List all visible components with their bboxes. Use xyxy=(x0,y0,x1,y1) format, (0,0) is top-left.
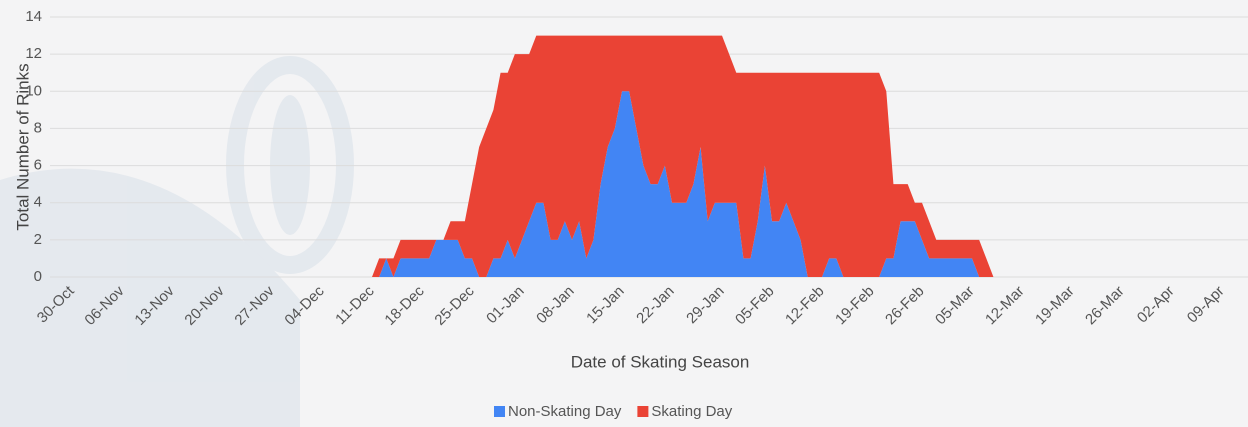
x-tick-label: 02-Apr xyxy=(1134,283,1178,327)
x-tick-label: 25-Dec xyxy=(431,282,478,329)
x-tick-label: 12-Feb xyxy=(782,283,828,329)
y-tick-label: 10 xyxy=(25,82,42,99)
y-tick-label: 12 xyxy=(25,45,42,62)
x-tick-label: 05-Feb xyxy=(732,283,778,329)
y-tick-label: 6 xyxy=(34,157,42,174)
x-tick-label: 15-Jan xyxy=(583,283,627,327)
x-tick-label: 11-Dec xyxy=(332,282,378,328)
legend-swatch xyxy=(637,406,648,417)
legend-swatch xyxy=(494,406,505,417)
x-tick-label: 08-Jan xyxy=(533,283,577,327)
legend: Non-Skating Day Skating Day xyxy=(494,403,733,420)
x-tick-label: 18-Dec xyxy=(381,282,428,329)
x-tick-label: 09-Apr xyxy=(1184,283,1228,327)
x-tick-label: 29-Jan xyxy=(683,283,727,327)
x-tick-label: 19-Feb xyxy=(832,283,878,329)
legend-label: Skating Day xyxy=(651,403,732,420)
chart: Total Number of Rinks Date of Skating Se… xyxy=(0,0,1248,427)
legend-label: Non-Skating Day xyxy=(508,403,622,420)
x-tick-label: 26-Feb xyxy=(882,283,928,329)
x-tick-label: 19-Mar xyxy=(1032,283,1078,329)
y-tick-label: 4 xyxy=(34,194,42,211)
watermark xyxy=(0,65,345,427)
x-tick-label: 22-Jan xyxy=(633,283,677,327)
x-tick-label: 01-Jan xyxy=(483,283,527,327)
x-tick-label: 26-Mar xyxy=(1082,283,1128,329)
x-tick-label: 12-Mar xyxy=(982,283,1028,329)
x-tick-label: 05-Mar xyxy=(932,283,978,329)
y-tick-label: 2 xyxy=(34,231,42,248)
y-tick-label: 14 xyxy=(25,8,42,25)
y-tick-label: 8 xyxy=(34,119,42,136)
y-tick-label: 0 xyxy=(34,268,42,285)
x-axis-title: Date of Skating Season xyxy=(571,352,750,371)
